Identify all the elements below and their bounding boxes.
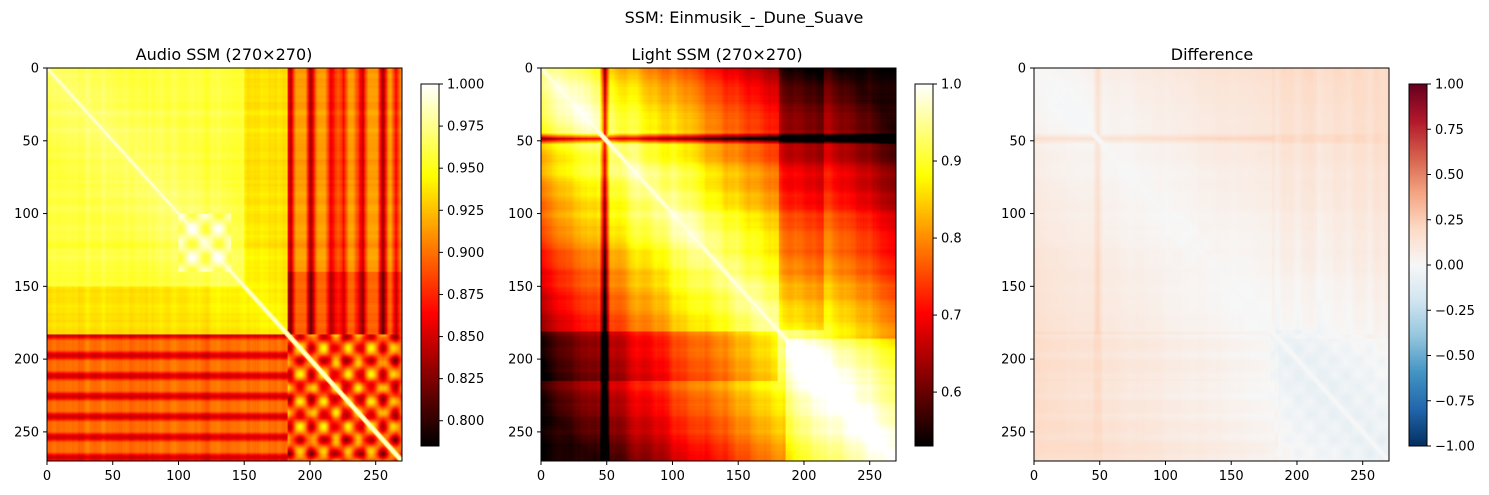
light-ssm-y-tick-label: 150	[508, 280, 533, 295]
audio-ssm-x-ticks: 0 50 100 150 200 250	[43, 461, 388, 484]
light-ssm-colorbar-tick-label: 0.9	[941, 155, 962, 170]
light-ssm-colorbar-tick-label: 0.8	[941, 232, 962, 247]
light-ssm-x-tick-label: 0	[537, 469, 545, 484]
difference-x-ticks: 0 50 100 150 200 250	[1030, 461, 1375, 484]
audio-ssm-colorbar-tick-label: 0.800	[447, 414, 484, 429]
difference-colorbar-tick-label: 0.50	[1435, 168, 1464, 183]
difference-x-tick-label: 150	[1219, 469, 1244, 484]
difference-colorbar-tick-label: 0.75	[1435, 123, 1464, 138]
audio-ssm-colorbar-frame	[420, 83, 440, 447]
difference-colorbar-tick-label: 0.00	[1435, 259, 1464, 274]
audio-ssm-y-ticks: 0 50 100 150 200 250	[14, 62, 47, 440]
audio-ssm-colorbar-tick-label: 0.900	[447, 246, 484, 261]
audio-ssm-colorbar-tick-label: 0.875	[447, 288, 484, 303]
audio-ssm-x-tick-label: 100	[166, 469, 191, 484]
audio-ssm-y-tick-label: 250	[14, 425, 39, 440]
difference-title: Difference	[1171, 45, 1253, 64]
light-ssm-colorbar-tick-label: 1.0	[941, 78, 962, 93]
light-ssm-colorbar-frame	[914, 83, 934, 447]
audio-ssm-colorbar	[421, 84, 439, 446]
difference-colorbar-tick-label: 0.25	[1435, 213, 1464, 228]
audio-ssm-colorbar-tick-label: 0.975	[447, 120, 484, 135]
light-ssm-heatmap-wrap	[541, 68, 896, 461]
difference-colorbar-tick-label: −0.50	[1435, 349, 1475, 364]
audio-ssm-colorbar-tick-label: 0.925	[447, 204, 484, 219]
difference-y-tick-label: 0	[1018, 62, 1026, 77]
audio-ssm-colorbar-tick-label: 1.000	[447, 78, 484, 93]
audio-ssm-x-tick-label: 50	[104, 469, 121, 484]
light-ssm-y-tick-label: 100	[508, 207, 533, 222]
light-ssm-y-tick-label: 200	[508, 353, 533, 368]
difference-x-tick-label: 0	[1030, 469, 1038, 484]
light-ssm-title: Light SSM (270×270)	[631, 45, 802, 64]
difference-heatmap-wrap	[1034, 68, 1389, 461]
audio-ssm-y-tick-label: 150	[14, 280, 39, 295]
audio-ssm-y-tick-label: 50	[22, 134, 39, 149]
difference-x-tick-label: 50	[1091, 469, 1108, 484]
light-ssm-x-tick-label: 250	[857, 469, 882, 484]
audio-ssm-x-tick-label: 250	[363, 469, 388, 484]
difference-colorbar-tick-label: −1.00	[1435, 440, 1475, 455]
difference-colorbar-tick-label: −0.75	[1435, 394, 1475, 409]
light-ssm-frame	[540, 67, 897, 462]
light-ssm-y-tick-label: 250	[508, 425, 533, 440]
audio-ssm-colorbar-ticks: 1.000 0.975 0.950 0.925 0.900 0.875 0.850 0.825…	[439, 78, 484, 429]
audio-ssm-y-tick-label: 100	[14, 207, 39, 222]
difference-colorbar-tick-label: −0.25	[1435, 304, 1475, 319]
light-ssm-x-tick-label: 150	[726, 469, 751, 484]
difference-y-tick-label: 200	[1001, 353, 1026, 368]
audio-ssm-colorbar-tick-label: 0.950	[447, 162, 484, 177]
audio-ssm-heatmap-wrap	[47, 68, 402, 461]
panel-difference: Difference 0 50 100 150 200 250 0 50 100 150 200 2…	[1001, 45, 1475, 484]
light-ssm-colorbar-tick-label: 0.6	[941, 386, 962, 401]
audio-ssm-colorbar-tick-label: 0.825	[447, 372, 484, 387]
light-ssm-y-tick-label: 0	[525, 62, 533, 77]
light-ssm-x-ticks: 0 50 100 150 200 250	[537, 461, 882, 484]
light-ssm-colorbar-wrap	[915, 84, 933, 446]
audio-ssm-x-tick-label: 0	[43, 469, 51, 484]
difference-y-tick-label: 250	[1001, 425, 1026, 440]
light-ssm-x-tick-label: 50	[598, 469, 615, 484]
difference-y-tick-label: 150	[1001, 280, 1026, 295]
difference-colorbar-tick-label: 1.00	[1435, 78, 1464, 93]
difference-colorbar	[1409, 84, 1427, 446]
audio-ssm-x-tick-label: 200	[298, 469, 323, 484]
light-ssm-y-ticks: 0 50 100 150 200 250	[508, 62, 541, 440]
light-ssm-x-tick-label: 100	[660, 469, 685, 484]
light-ssm-colorbar	[915, 84, 933, 446]
audio-ssm-title: Audio SSM (270×270)	[136, 45, 313, 64]
difference-x-tick-label: 250	[1350, 469, 1375, 484]
audio-ssm-colorbar-tick-label: 0.850	[447, 330, 484, 345]
difference-y-tick-label: 50	[1009, 134, 1026, 149]
light-ssm-colorbar-ticks: 1.0 0.9 0.8 0.7 0.6	[933, 78, 962, 401]
panel-audio-ssm: Audio SSM (270×270) 0 50 100 150 200 250 0 50 1…	[14, 45, 484, 484]
light-ssm-colorbar-tick-label: 0.7	[941, 309, 962, 324]
difference-x-tick-label: 200	[1285, 469, 1310, 484]
difference-y-ticks: 0 50 100 150 200 250	[1001, 62, 1034, 440]
light-ssm-y-tick-label: 50	[516, 134, 533, 149]
audio-ssm-x-tick-label: 150	[232, 469, 257, 484]
difference-frame	[1033, 67, 1390, 462]
difference-heatmap	[1034, 68, 1389, 461]
difference-x-tick-label: 100	[1153, 469, 1178, 484]
audio-ssm-y-tick-label: 200	[14, 353, 39, 368]
difference-y-tick-label: 100	[1001, 207, 1026, 222]
figure-suptitle: SSM: Einmusik_-_Dune_Suave	[625, 8, 864, 28]
light-ssm-heatmap	[541, 68, 896, 461]
light-ssm-x-tick-label: 200	[792, 469, 817, 484]
audio-ssm-heatmap	[47, 68, 402, 461]
audio-ssm-y-tick-label: 0	[31, 62, 39, 77]
difference-colorbar-ticks: 1.00 0.75 0.50 0.25 0.00 −0.25 −0.50 −0.75 −1.00	[1427, 78, 1475, 455]
audio-ssm-colorbar-wrap	[421, 84, 439, 446]
difference-colorbar-wrap	[1409, 84, 1427, 446]
audio-ssm-frame	[46, 67, 403, 462]
panel-light-ssm: Light SSM (270×270) 0 50 100 150 200 250 0 50 1…	[508, 45, 962, 484]
